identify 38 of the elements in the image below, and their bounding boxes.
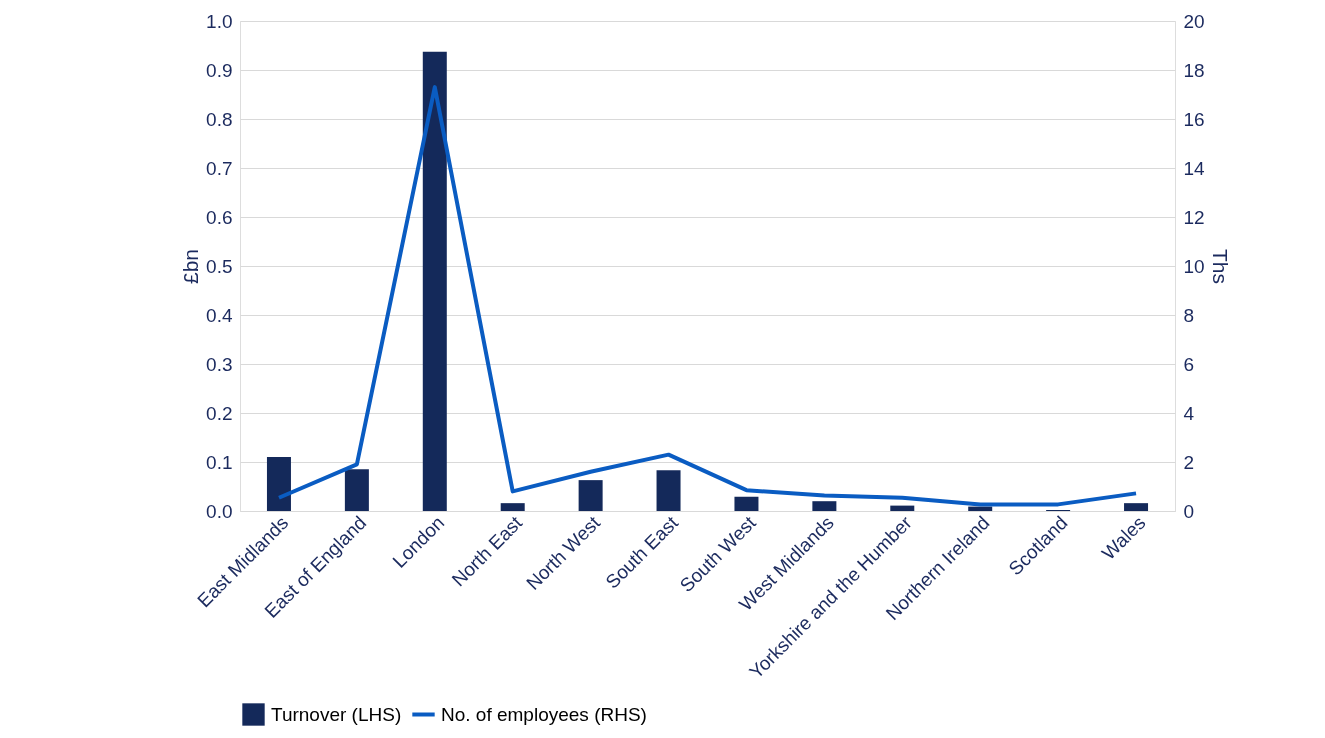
y2-tick-label: 6: [1183, 353, 1195, 375]
y2-axis-title: Ths: [1208, 248, 1232, 285]
y-tick-label: 0.9: [206, 59, 233, 81]
bar: [734, 496, 759, 511]
bar: [656, 470, 681, 511]
legend-label: Turnover (LHS): [271, 703, 402, 725]
y2-tick-label: 2: [1183, 451, 1195, 473]
bar: [344, 469, 369, 511]
y2-tick-label: 0: [1183, 500, 1195, 522]
y2-tick-label: 20: [1183, 10, 1205, 32]
y-tick-label: 0.7: [206, 157, 233, 179]
bar: [968, 506, 993, 511]
y2-tick-label: 16: [1183, 108, 1205, 130]
y-axis-title: £bn: [179, 248, 203, 285]
y-tick-label: 0.3: [206, 353, 233, 375]
bar: [812, 501, 837, 511]
bar: [890, 505, 915, 511]
legend-label: No. of employees (RHS): [441, 703, 647, 725]
bar: [500, 503, 525, 511]
bar: [578, 480, 603, 511]
y-tick-label: 0.8: [206, 108, 233, 130]
line-series: [276, 85, 1139, 507]
y2-tick-label: 4: [1183, 402, 1195, 424]
bar: [1124, 503, 1149, 511]
y2-tick-label: 12: [1183, 206, 1205, 228]
y-tick-label: 1.0: [206, 10, 233, 32]
y-tick-label: 0.2: [206, 402, 233, 424]
y2-tick-label: 8: [1183, 304, 1195, 326]
y2-tick-label: 14: [1183, 157, 1206, 179]
y-tick-label: 0.6: [206, 206, 233, 228]
y-tick-label: 0.1: [206, 451, 233, 473]
y-tick-label: 0.5: [206, 255, 233, 277]
y-tick-label: 0.4: [206, 304, 233, 326]
bar: [266, 457, 291, 511]
y2-tick-label: 18: [1183, 59, 1205, 81]
y-tick-label: 0.0: [206, 500, 233, 522]
bar: [422, 51, 447, 511]
y2-tick-label: 10: [1183, 255, 1205, 277]
